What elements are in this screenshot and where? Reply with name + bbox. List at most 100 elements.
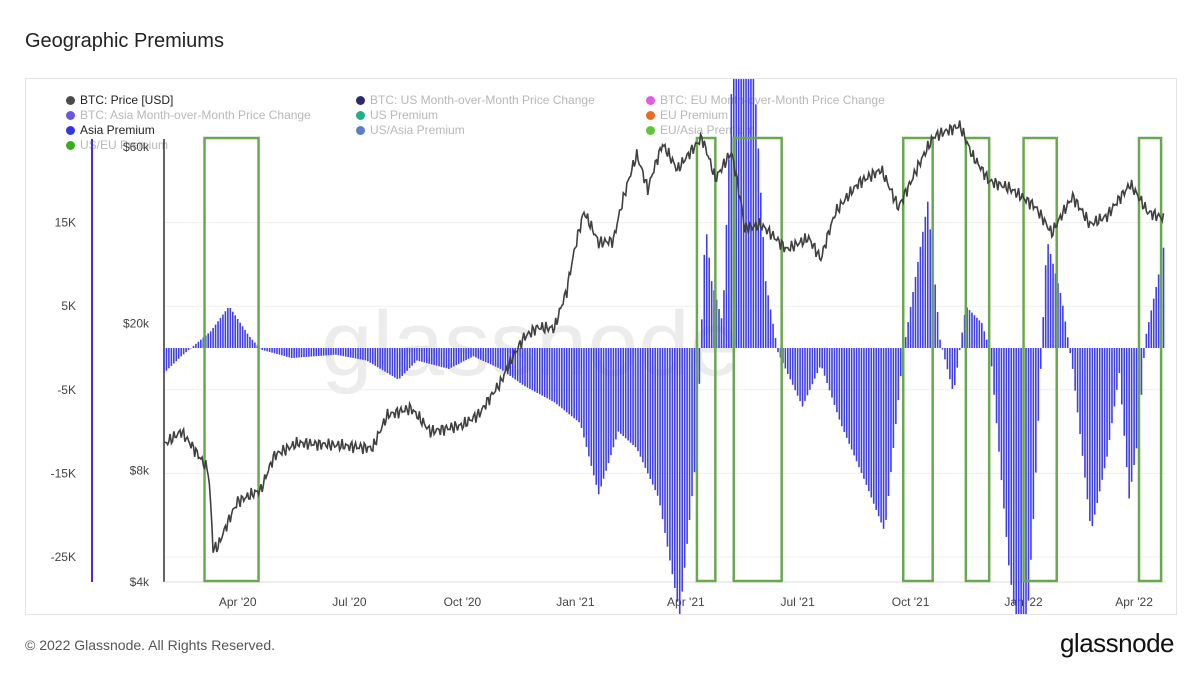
asia-premium-bar	[853, 348, 855, 456]
asia-premium-bar	[1148, 322, 1150, 348]
asia-premium-bar	[814, 348, 816, 379]
asia-premium-bar	[720, 318, 723, 348]
asia-premium-bar	[767, 295, 769, 348]
asia-premium-bar	[1062, 305, 1064, 348]
legend-label: EU Premium	[660, 108, 729, 122]
asia-premium-bar	[470, 348, 472, 358]
asia-premium-bar	[1106, 348, 1108, 457]
asia-premium-bar	[320, 348, 322, 356]
asia-premium-bar	[1118, 348, 1121, 374]
asia-premium-bar	[737, 79, 740, 348]
asia-premium-bar	[703, 254, 706, 348]
asia-premium-bar	[622, 348, 625, 437]
asia-premium-bar	[904, 337, 907, 348]
asia-premium-bar	[841, 348, 843, 427]
asia-premium-bar	[877, 348, 880, 517]
asia-premium-bar	[929, 229, 932, 348]
asia-premium-bar	[487, 348, 489, 364]
asia-premium-bar	[688, 348, 691, 520]
asia-premium-bar	[396, 348, 399, 380]
y-price-tick-label: $20k	[123, 316, 150, 330]
asia-premium-bar	[357, 348, 359, 359]
asia-premium-bar	[492, 348, 494, 366]
asia-premium-bar	[271, 348, 273, 353]
legend-dot-icon	[66, 95, 75, 105]
legend-label: BTC: Asia Month-over-Month Price Change	[80, 108, 311, 122]
asia-premium-bar	[276, 348, 278, 355]
asia-premium-bar	[973, 315, 976, 348]
legend-dot-icon	[646, 125, 655, 135]
legend-item[interactable]: BTC: EU Month-over-Month Price Change	[646, 93, 885, 107]
asia-premium-bar	[1008, 348, 1010, 566]
asia-premium-bar	[322, 348, 325, 356]
asia-premium-bar	[443, 348, 445, 368]
asia-premium-bar	[809, 348, 811, 390]
legend-item[interactable]: US/EU Premium	[66, 138, 168, 152]
asia-premium-bar	[934, 284, 936, 348]
asia-premium-bar	[676, 348, 679, 602]
asia-premium-bar	[376, 348, 379, 368]
asia-premium-bar	[642, 348, 644, 463]
asia-premium-bar	[801, 348, 804, 407]
x-tick-label: Apr '20	[219, 595, 257, 609]
legend-label: US/Asia Premium	[370, 123, 465, 137]
legend-dot-icon	[356, 110, 365, 120]
page-title: Geographic Premiums	[25, 30, 224, 52]
legend-item[interactable]: EU Premium	[646, 108, 728, 122]
legend-item[interactable]: US Premium	[356, 108, 438, 122]
asia-premium-bar	[681, 348, 683, 592]
y-price-tick-label: $8k	[130, 464, 150, 478]
asia-premium-bar	[212, 327, 214, 348]
asia-premium-bar	[165, 348, 168, 371]
asia-premium-bar	[912, 291, 914, 348]
asia-premium-bar	[723, 290, 725, 348]
asia-premium-bar	[1027, 348, 1030, 601]
asia-premium-bar	[1069, 348, 1072, 354]
asia-premium-bar	[497, 348, 499, 368]
asia-premium-bar	[875, 348, 878, 510]
asia-premium-bar	[985, 339, 988, 348]
asia-premium-bar	[293, 348, 295, 358]
legend-item[interactable]: Asia Premium	[66, 123, 155, 137]
asia-premium-bar	[757, 148, 760, 348]
asia-premium-bar	[745, 79, 747, 349]
asia-premium-bar	[968, 310, 971, 348]
asia-premium-bar	[499, 348, 502, 369]
asia-premium-bar	[548, 348, 551, 400]
asia-premium-bar	[504, 348, 507, 373]
asia-premium-bar	[561, 348, 563, 409]
asia-premium-bar	[364, 348, 367, 361]
asia-premium-bar	[981, 322, 983, 348]
asia-premium-bar	[683, 348, 686, 568]
asia-premium-bar	[922, 231, 924, 348]
asia-premium-bar	[1125, 348, 1128, 468]
asia-premium-bar	[823, 348, 826, 376]
asia-premium-bar	[1116, 348, 1118, 390]
legend-item[interactable]: US/Asia Premium	[356, 123, 465, 137]
x-tick-label: Jan '21	[556, 595, 595, 609]
asia-premium-bar	[288, 348, 291, 358]
legend-item[interactable]: BTC: Price [USD]	[66, 93, 173, 107]
asia-premium-bar	[1064, 321, 1067, 348]
asia-premium-bar	[909, 307, 912, 348]
highlight-box	[964, 136, 991, 583]
asia-premium-bar	[418, 348, 421, 362]
asia-premium-bar	[452, 348, 455, 367]
asia-premium-bar	[300, 348, 303, 358]
asia-premium-bar	[1000, 348, 1003, 481]
legend-dot-icon	[66, 125, 75, 135]
asia-premium-bar	[1150, 310, 1153, 348]
asia-premium-bar	[224, 311, 227, 348]
chart-svg: glassnode 15K 5K -5K -15K -25K $60k $20k $8k $4k A…	[51, 79, 1166, 614]
asia-premium-bar	[850, 348, 853, 450]
asia-premium-bar	[610, 348, 612, 456]
legend-item[interactable]: BTC: Asia Month-over-Month Price Change	[66, 108, 311, 122]
asia-premium-bar	[558, 348, 561, 407]
asia-premium-bar	[195, 343, 197, 348]
asia-premium-bar	[705, 234, 708, 348]
chart-panel: BTC: Price [USD] BTC: US Month-over-Month…	[25, 78, 1177, 615]
legend-item[interactable]: BTC: US Month-over-Month Price Change	[356, 93, 595, 107]
asia-premium-bar	[1035, 348, 1037, 473]
asia-premium-bar	[1091, 348, 1094, 527]
asia-premium-bar	[1025, 348, 1027, 614]
